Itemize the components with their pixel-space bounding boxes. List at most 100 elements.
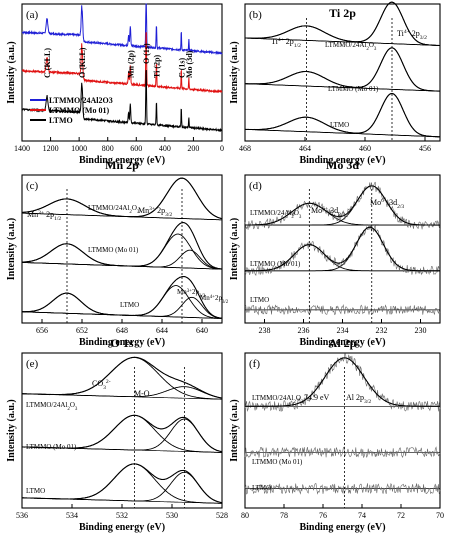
x-tick-label: 74 xyxy=(358,511,366,520)
plot-frame xyxy=(21,352,223,509)
peak-label-part: 2p xyxy=(284,37,294,46)
peak-label-part: 1/2 xyxy=(54,216,61,222)
x-axis-title: Binding energy (eV) xyxy=(79,155,165,166)
plot-frame xyxy=(244,352,441,509)
x-tick-label: 530 xyxy=(166,511,178,520)
peak-label: Ti (2p) xyxy=(152,54,161,78)
x-tick-label: 640 xyxy=(196,326,208,335)
peak-label-part: Mn xyxy=(177,288,187,296)
peak-label: Ti4+ 2p3/2 xyxy=(397,29,427,41)
series-label: LTMMO/24Al2O3 xyxy=(325,41,377,52)
fit-envelope xyxy=(22,414,223,453)
panel-frames xyxy=(21,3,441,509)
x-tick-label: 80 xyxy=(241,511,249,520)
survey-line xyxy=(21,32,223,94)
peak-label-part: 3/2 xyxy=(364,399,371,405)
x-tick-label: 464 xyxy=(299,144,311,153)
series-label-part: 3 xyxy=(301,400,304,405)
peak-label: Mn (2p) xyxy=(126,50,135,78)
peak-label-part: Mo xyxy=(311,206,322,215)
series-label-part: O xyxy=(369,41,374,49)
legend-label: LTMO xyxy=(49,116,73,125)
peak-label: Mo6+ 3d2/3 xyxy=(370,198,404,210)
peak-label: M-O xyxy=(134,389,150,398)
component-peak xyxy=(22,357,222,400)
peak-label-part: 6+ xyxy=(322,206,328,212)
x-tick-label: 230 xyxy=(415,326,427,335)
panel-title: Mn 2p xyxy=(105,158,139,172)
peak-label-part: Mn xyxy=(200,294,210,302)
x-tick-label: 528 xyxy=(216,511,228,520)
series-label: LTMMO (Mo 01) xyxy=(26,443,77,451)
fit-envelope xyxy=(22,463,223,504)
spectra-curves xyxy=(21,1,441,508)
series-label-part: O xyxy=(296,394,301,402)
raw-spectrum xyxy=(244,446,441,458)
series-label-part: 3 xyxy=(299,215,302,220)
fit-envelope xyxy=(22,222,223,270)
peak-label: Mo6+ 3d2/3 xyxy=(311,206,345,218)
peak-label-part: Mn xyxy=(138,206,149,215)
x-axis-title: Binding energy (eV) xyxy=(299,522,385,533)
peak-label: Mn3+ 2p3/2 xyxy=(138,206,172,218)
series-label-part: 2 xyxy=(67,407,70,412)
x-tick-label: 460 xyxy=(359,144,371,153)
raw-spectrum xyxy=(244,482,441,495)
fit-envelope xyxy=(245,185,440,226)
peak-label-part: Mn xyxy=(27,210,38,219)
panel-title: Al 2p xyxy=(329,336,357,350)
peak-label-part: 2p xyxy=(192,288,200,296)
x-tick-label: 1000 xyxy=(71,144,87,153)
series-label: LTMMO/24Al2O3 xyxy=(26,401,78,412)
x-axis-title: Binding energy (eV) xyxy=(299,337,385,348)
series-label-part: 2 xyxy=(366,47,369,52)
series-label: LTMO xyxy=(330,121,349,129)
legend-label: LTMMO (Mo 01) xyxy=(49,106,109,115)
peak-label-part: Mo xyxy=(370,198,381,207)
peak-label: C (KLL) xyxy=(43,48,52,78)
series-label: LTMMO (Mo 01) xyxy=(250,260,301,268)
series-label-part: O xyxy=(70,401,75,409)
series-label-part: 2 xyxy=(291,215,294,220)
raw-spectrum xyxy=(244,181,441,230)
fit-envelope xyxy=(22,276,223,319)
plot-frame xyxy=(21,3,223,142)
series-label-part: 2 xyxy=(293,400,296,405)
peak-label-part: 2p xyxy=(215,294,223,302)
peak-label-part: 3d xyxy=(328,206,338,215)
peak-label-part: 4+ xyxy=(404,29,410,35)
survey-line xyxy=(21,69,223,133)
series-label-part: 3 xyxy=(137,210,140,215)
raw-spectrum xyxy=(244,224,441,276)
y-axis-title: Intensity (a.u.) xyxy=(229,41,240,104)
peak-label-part: 3+ xyxy=(149,206,155,212)
panel-text: 1400 1200 1000 800 600 400 200 0 Binding energy … xyxy=(6,6,444,533)
panel-tag: (e) xyxy=(26,358,39,370)
x-tick-label: 532 xyxy=(116,511,128,520)
peak-label-part: 2p xyxy=(155,206,165,215)
x-tick-label: 800 xyxy=(102,144,114,153)
peak-label: C (1s) xyxy=(177,57,186,78)
x-tick-label: 232 xyxy=(376,326,388,335)
series-label: LTMMO/24Al2O3 xyxy=(252,394,304,405)
x-tick-label: 600 xyxy=(130,144,142,153)
x-tick-label: 238 xyxy=(259,326,271,335)
series-label-part: LTMMO/24Al xyxy=(250,209,291,217)
y-axis-title: Intensity (a.u.) xyxy=(229,399,240,462)
panel-tag: (a) xyxy=(26,9,39,21)
y-axis-title: Intensity (a.u.) xyxy=(6,41,17,104)
peak-label-part: 4+ xyxy=(210,295,215,300)
series-label-part: LTMMO/24Al xyxy=(252,394,293,402)
series-label-part: O xyxy=(132,204,137,212)
series-label-part: 3 xyxy=(374,47,377,52)
x-tick-label: 536 xyxy=(16,511,28,520)
x-tick-label: 236 xyxy=(298,326,310,335)
peak-label-part: 1/2 xyxy=(294,43,301,49)
series-label: LTMMO (Mo 01) xyxy=(88,246,139,254)
fit-envelope xyxy=(245,357,440,407)
x-tick-label: 644 xyxy=(156,326,168,335)
raw-spectrum xyxy=(244,304,441,316)
plot-frame xyxy=(244,174,441,324)
panel-title: O 1s xyxy=(110,336,133,350)
